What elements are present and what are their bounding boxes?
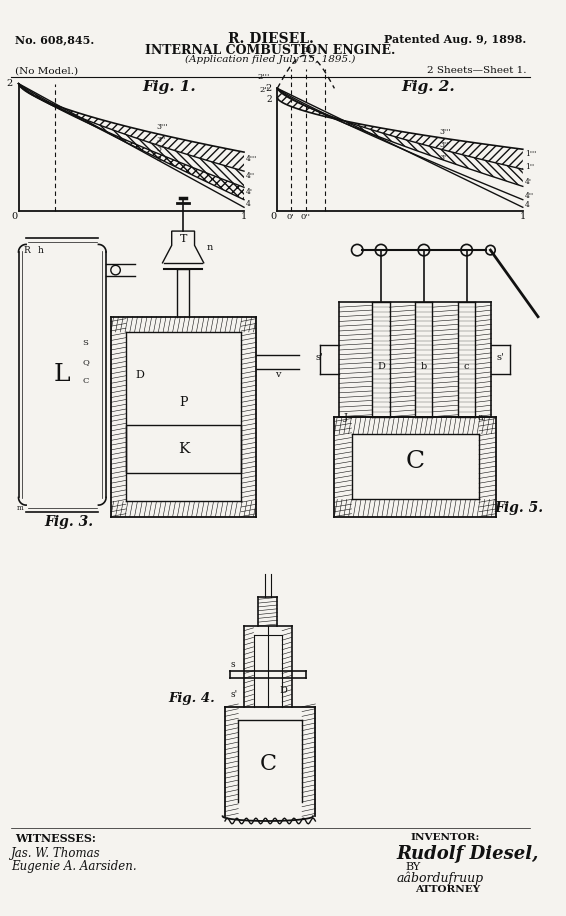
Text: C: C <box>259 753 276 775</box>
Text: 2: 2 <box>7 79 13 88</box>
Text: C: C <box>82 377 89 386</box>
Text: 2''': 2''' <box>258 73 270 81</box>
Text: No. 608,845.: No. 608,845. <box>15 34 94 45</box>
Text: R: R <box>23 246 30 255</box>
Text: 0'': 0'' <box>301 213 311 221</box>
Text: 4'': 4'' <box>246 172 255 180</box>
Text: D: D <box>135 370 144 379</box>
Text: J: J <box>344 413 348 422</box>
Text: D: D <box>279 685 287 694</box>
Text: S: S <box>82 339 88 347</box>
Text: s': s' <box>231 691 238 699</box>
Text: Fig. 1.: Fig. 1. <box>142 81 196 94</box>
Bar <box>126 425 241 473</box>
Text: INVENTOR:: INVENTOR: <box>410 834 480 843</box>
Text: 1''': 1''' <box>525 150 536 158</box>
Text: WITNESSES:: WITNESSES: <box>15 834 96 845</box>
Text: 4'': 4'' <box>525 191 534 200</box>
Text: Fig. 5.: Fig. 5. <box>494 501 543 515</box>
Text: Eugenie A. Aarsiden.: Eugenie A. Aarsiden. <box>11 860 136 873</box>
Text: Fig. 4.: Fig. 4. <box>169 692 216 705</box>
Text: n: n <box>207 243 213 252</box>
Text: K: K <box>178 442 189 456</box>
Text: 3': 3' <box>156 145 164 153</box>
Text: Fig. 3.: Fig. 3. <box>44 515 93 529</box>
Circle shape <box>486 245 495 255</box>
Text: h: h <box>37 246 44 255</box>
Text: Jas. W. Thomas: Jas. W. Thomas <box>11 846 101 860</box>
Text: 4: 4 <box>246 201 251 209</box>
Text: b: b <box>421 362 427 371</box>
Text: s: s <box>231 660 235 669</box>
Text: (No Model.): (No Model.) <box>15 67 78 75</box>
Text: BY: BY <box>406 862 421 872</box>
Text: 4: 4 <box>525 202 530 209</box>
Text: 3': 3' <box>440 154 447 162</box>
Text: 2: 2 <box>265 84 272 93</box>
Text: 3''': 3''' <box>156 124 168 131</box>
Text: 1'': 1'' <box>525 163 534 171</box>
Text: s': s' <box>315 353 323 362</box>
Text: c: c <box>464 362 469 371</box>
Text: 4': 4' <box>525 179 531 187</box>
Text: Q: Q <box>82 358 89 366</box>
Text: a: a <box>477 413 483 422</box>
Text: Fig. 2.: Fig. 2. <box>401 81 454 94</box>
Text: Rudolf Diesel,: Rudolf Diesel, <box>396 845 539 863</box>
Text: 4': 4' <box>246 188 253 196</box>
Text: 1: 1 <box>241 212 247 221</box>
Text: (Application filed July 15, 1895.): (Application filed July 15, 1895.) <box>186 55 356 64</box>
Text: 2: 2 <box>156 155 161 163</box>
Text: s': s' <box>496 353 504 362</box>
Text: 0: 0 <box>12 212 18 221</box>
Text: D: D <box>377 362 385 371</box>
Text: 0: 0 <box>271 212 277 221</box>
Text: 3''': 3''' <box>440 128 451 136</box>
Text: aâbordufruup: aâbordufruup <box>396 871 483 885</box>
Text: R. DIESEL.: R. DIESEL. <box>228 32 314 46</box>
Text: 2: 2 <box>266 94 272 104</box>
Text: 4''': 4''' <box>246 155 257 163</box>
Text: 2 Sheets—Sheet 1.: 2 Sheets—Sheet 1. <box>427 67 526 75</box>
Text: C: C <box>406 451 425 474</box>
Text: 3'': 3'' <box>440 141 449 149</box>
Text: INTERNAL COMBUSTION ENGINE.: INTERNAL COMBUSTION ENGINE. <box>145 44 396 57</box>
Text: 3'': 3'' <box>156 136 166 144</box>
Text: Patented Aug. 9, 1898.: Patented Aug. 9, 1898. <box>384 34 526 45</box>
Text: P: P <box>179 396 188 409</box>
Text: L: L <box>54 364 71 387</box>
Text: 1: 1 <box>520 212 526 221</box>
Text: 0': 0' <box>287 213 294 221</box>
Text: ATTORNEY: ATTORNEY <box>415 885 481 894</box>
Text: T: T <box>179 234 187 245</box>
Text: v: v <box>276 370 281 378</box>
Text: m: m <box>16 504 23 512</box>
Text: m: m <box>301 45 311 54</box>
Text: 2'': 2'' <box>260 86 270 94</box>
